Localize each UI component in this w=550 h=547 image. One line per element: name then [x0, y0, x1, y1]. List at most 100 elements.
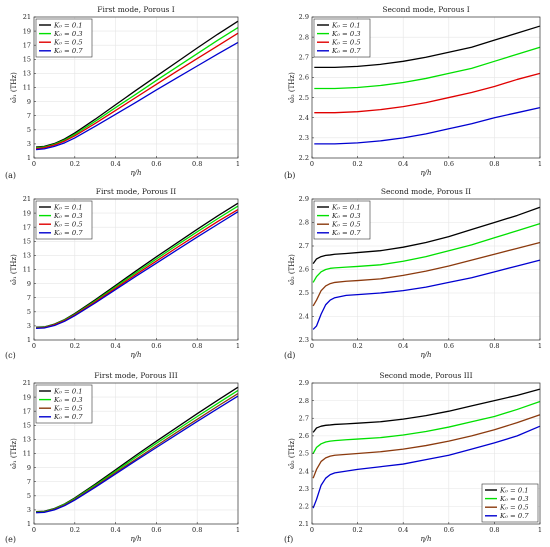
- y-tick-label: 15: [23, 422, 31, 430]
- x-axis-label: η/h: [130, 351, 141, 359]
- series-line: [314, 25, 541, 69]
- x-tick-label: 0.8: [489, 342, 499, 350]
- y-tick-label: 1: [27, 154, 31, 162]
- x-tick-label: 0.8: [192, 342, 202, 350]
- y-tick-label: 11: [23, 266, 31, 274]
- legend-entry: K₀ = 0.5: [331, 39, 361, 47]
- x-tick-label: 0: [310, 342, 314, 350]
- x-tick-label: 0.4: [110, 342, 120, 350]
- y-tick-label: 2.8: [299, 397, 309, 405]
- y-tick-label: 2.5: [299, 289, 309, 297]
- x-tick-label: 0.6: [444, 342, 454, 350]
- x-tick-label: 0.4: [398, 160, 408, 168]
- series-line: [312, 388, 541, 433]
- y-tick-label: 2.5: [299, 94, 309, 102]
- y-tick-label: 5: [27, 492, 31, 500]
- legend: K₀ = 0.1K₀ = 0.3K₀ = 0.5K₀ = 0.7: [35, 18, 93, 58]
- x-tick-label: 0: [32, 342, 36, 350]
- x-tick-label: 0.4: [110, 160, 120, 168]
- legend-entry: K₀ = 0.1: [53, 387, 83, 395]
- y-tick-label: 2.5: [299, 450, 309, 458]
- series-line: [314, 72, 541, 114]
- y-tick-label: 7: [27, 478, 31, 486]
- x-tick-label: 0.8: [489, 160, 499, 168]
- legend: K₀ = 0.1K₀ = 0.3K₀ = 0.5K₀ = 0.7: [35, 200, 93, 240]
- y-tick-label: 9: [27, 464, 31, 472]
- series-line: [36, 395, 239, 514]
- x-tick-label: 0.2: [352, 342, 362, 350]
- series-line: [35, 32, 239, 150]
- series-line: [36, 393, 239, 514]
- y-tick-label: 13: [23, 70, 31, 78]
- y-tick-label: 17: [23, 41, 31, 49]
- y-tick-label: 2.3: [299, 134, 309, 142]
- x-tick-label: 0.6: [444, 160, 454, 168]
- y-tick-label: 2.9: [299, 379, 309, 387]
- y-axis-label: ω̂₂ (THz): [287, 254, 296, 285]
- x-tick-label: 0: [32, 160, 36, 168]
- y-axis-label: ω̂₁ (THz): [9, 254, 18, 285]
- y-tick-label: 7: [27, 294, 31, 302]
- legend-entry: K₀ = 0.1: [499, 486, 529, 494]
- legend-entry: K₀ = 0.3: [53, 30, 83, 38]
- chart-title: First mode, Porous II: [96, 187, 176, 196]
- y-tick-label: 2.2: [299, 503, 309, 511]
- legend-entry: K₀ = 0.7: [53, 413, 83, 421]
- x-tick-label: 0: [310, 160, 314, 168]
- y-tick-label: 2.3: [299, 336, 309, 344]
- chart-title: Second mode, Porous III: [379, 371, 472, 380]
- legend-entry: K₀ = 0.5: [53, 405, 83, 413]
- x-axis-label: η/h: [420, 169, 431, 177]
- y-tick-label: 21: [23, 13, 31, 21]
- y-axis-label: ω̂₁ (THz): [9, 72, 18, 103]
- x-axis-label: η/h: [130, 169, 141, 177]
- legend: K₀ = 0.1K₀ = 0.3K₀ = 0.5K₀ = 0.7: [481, 483, 539, 523]
- y-tick-label: 2.9: [299, 195, 309, 203]
- y-axis-label: ω̂₁ (THz): [9, 438, 18, 469]
- y-tick-label: 2.7: [299, 242, 309, 250]
- legend-entry: K₀ = 0.7: [53, 229, 83, 237]
- series-line: [314, 107, 541, 145]
- x-tick-label: 0.6: [151, 526, 161, 534]
- legend: K₀ = 0.1K₀ = 0.3K₀ = 0.5K₀ = 0.7: [35, 384, 93, 424]
- x-tick-label: 0.8: [192, 160, 202, 168]
- legend-entry: K₀ = 0.3: [331, 212, 361, 220]
- x-tick-label: 1: [236, 526, 240, 534]
- y-tick-label: 2.9: [299, 13, 309, 21]
- y-axis-label: ω̂₂ (THz): [287, 72, 296, 103]
- y-tick-label: 17: [23, 407, 31, 415]
- y-tick-label: 3: [27, 322, 31, 330]
- y-tick-label: 2.4: [299, 467, 309, 475]
- x-tick-label: 0.6: [444, 526, 454, 534]
- x-tick-label: 0: [310, 526, 314, 534]
- y-tick-label: 17: [23, 223, 31, 231]
- x-tick-label: 0.4: [398, 342, 408, 350]
- series-line: [36, 211, 239, 330]
- chart-title: Second mode, Porous II: [381, 187, 471, 196]
- legend-entry: K₀ = 0.5: [53, 221, 83, 229]
- y-tick-label: 2.4: [299, 313, 309, 321]
- y-tick-label: 2.6: [299, 266, 309, 274]
- y-tick-label: 5: [27, 308, 31, 316]
- x-tick-label: 0: [32, 526, 36, 534]
- x-tick-label: 0.2: [352, 526, 362, 534]
- y-tick-label: 2.6: [299, 432, 309, 440]
- y-tick-label: 19: [23, 209, 31, 217]
- y-tick-label: 7: [27, 112, 31, 120]
- legend-entry: K₀ = 0.3: [53, 212, 83, 220]
- y-tick-label: 2.8: [299, 33, 309, 41]
- legend-entry: K₀ = 0.1: [331, 21, 361, 29]
- y-tick-label: 11: [23, 450, 31, 458]
- series-line: [36, 209, 239, 329]
- series-line: [35, 27, 239, 149]
- x-axis-label: η/h: [420, 351, 431, 359]
- x-tick-label: 0.8: [192, 526, 202, 534]
- series-line: [312, 241, 541, 307]
- y-tick-label: 15: [23, 238, 31, 246]
- x-tick-label: 0.2: [70, 342, 80, 350]
- x-tick-label: 0.6: [151, 342, 161, 350]
- chart-title: First mode, Porous III: [94, 371, 177, 380]
- legend-entry: K₀ = 0.1: [331, 203, 361, 211]
- x-tick-label: 1: [538, 526, 542, 534]
